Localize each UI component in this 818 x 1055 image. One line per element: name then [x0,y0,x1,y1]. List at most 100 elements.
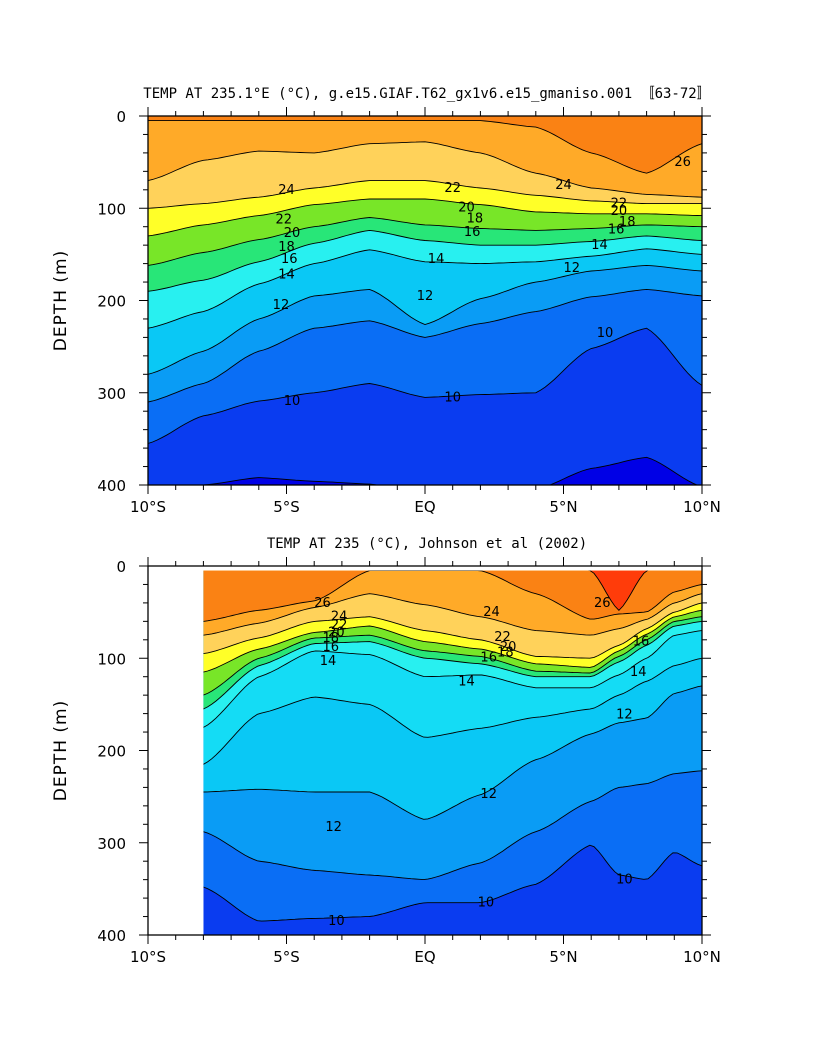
contour-label: 16 [608,222,625,237]
y-tick-label: 200 [97,743,126,761]
contour-label: 14 [458,674,475,689]
contour-label: 10 [597,326,614,341]
x-tick-label: 5°N [549,498,577,516]
isotherm-12 [203,685,702,820]
contour-label: 18 [278,240,295,255]
contour-label: 14 [591,238,608,253]
contour-fill-group: 2624222018161424222018161426161412121210… [203,570,702,935]
isotherm-24 [203,593,702,636]
contour-label: 12 [480,787,497,802]
contour-label: 10 [328,914,345,929]
y-tick-label: 100 [97,200,126,218]
contour-label: 26 [314,596,331,611]
contour-label: 20 [500,640,517,655]
contour-label: 12 [564,261,581,276]
contour-label: 14 [278,268,295,283]
isotherm-12 [148,264,702,375]
chart-title: TEMP AT 235.1°E (°C), g.e15.GIAF.T62_gx1… [143,86,710,102]
contour-label: 16 [323,640,340,655]
chart-title: TEMP AT 235 (°C), Johnson et al (2002) [267,536,587,552]
isotherm-24 [148,141,702,198]
x-tick-label: 5°S [273,498,300,516]
isotherm-16 [148,229,702,292]
isotherm-18 [203,616,702,696]
contour-label: 22 [611,197,628,212]
isotherm-14 [203,630,702,728]
contour-label: 22 [275,212,292,227]
x-tick-label: 10°N [683,498,721,516]
contour-label: 14 [428,252,445,267]
contour-label: 12 [273,298,290,313]
contour-label: 22 [331,618,348,633]
isotherm-26 [203,570,702,622]
y-tick-label: 0 [116,558,126,576]
isotherm-28 [588,570,649,611]
isotherm-13 [203,657,702,765]
x-tick-label: EQ [414,498,435,516]
contour-label: 26 [674,155,691,170]
fill-band-26 [148,116,702,174]
contour-label: 10 [284,394,301,409]
contour-label: 26 [594,596,611,611]
y-tick-label: 400 [97,477,126,495]
contour-label: 12 [325,820,342,835]
isotherm-10 [203,844,702,922]
contour-label: 16 [480,650,497,665]
contour-label: 20 [458,200,475,215]
contour-label: 12 [616,708,633,723]
contour-label: 18 [497,646,514,661]
contour-label: 24 [278,183,295,198]
contour-label: 10 [478,896,495,911]
x-tick-label: 5°N [549,948,577,966]
isotherm-14 [148,248,702,329]
y-tick-label: 100 [97,650,126,668]
contour-label: 20 [328,625,345,640]
y-axis-label: DEPTH (m) [51,700,71,801]
isotherm-11 [203,770,702,881]
x-tick-label: EQ [414,948,435,966]
isotherm-16 [203,620,702,710]
isotherm-20 [148,198,702,237]
contour-label: 24 [555,178,572,193]
contour-label: 16 [281,252,298,267]
y-tick-label: 300 [97,835,126,853]
contour-label: 20 [611,204,628,219]
contour-label: 14 [320,654,337,669]
contour-label: 24 [331,610,348,625]
contour-label: 16 [633,635,650,650]
contour-label: 14 [630,665,647,680]
x-tick-label: 10°N [683,948,721,966]
isotherm-9 [196,456,699,485]
isotherm-20 [203,609,702,673]
x-tick-label: 5°S [273,948,300,966]
contour-label: 12 [417,289,434,304]
contour-label: 22 [444,181,461,196]
contour-label: 18 [467,211,484,226]
contour-label: 10 [616,873,633,888]
y-axis-label: DEPTH (m) [51,250,71,351]
contour-label: 20 [284,226,301,241]
contour-label: 18 [619,215,636,230]
y-tick-label: 0 [116,108,126,126]
fill-band-28 [590,570,648,611]
isotherm-26 [148,120,702,174]
y-tick-label: 200 [97,293,126,311]
panel-observations: 2624222018161424222018161426161412121210… [51,536,721,966]
isotherm-22 [148,180,702,209]
isotherm-11 [148,288,702,403]
contour-label: 18 [323,631,340,646]
contour-label: 16 [464,225,481,240]
fill-band-26 [203,570,702,622]
contour-label: 22 [494,630,511,645]
isotherm-18 [148,217,702,266]
y-tick-label: 300 [97,385,126,403]
contour-label: 10 [444,390,461,405]
x-tick-label: 10°S [130,948,166,966]
contour-label: 24 [483,605,500,620]
y-tick-label: 400 [97,927,126,945]
x-tick-label: 10°S [130,498,166,516]
isotherm-22 [203,602,702,659]
